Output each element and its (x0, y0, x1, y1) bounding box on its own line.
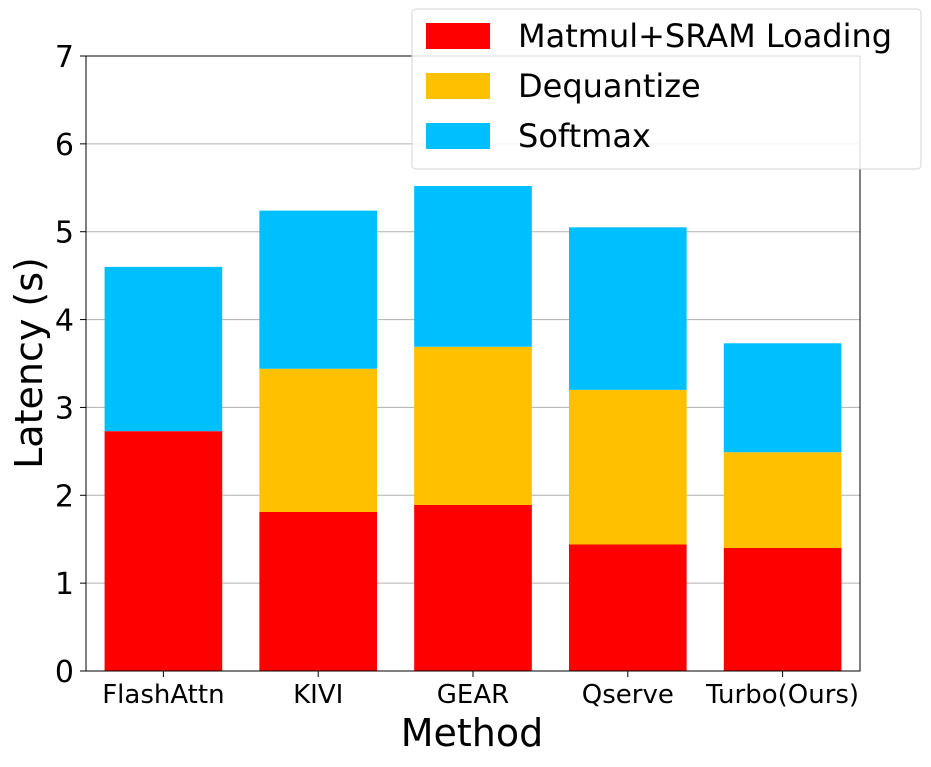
bar-softmax-gear (414, 186, 532, 347)
legend-label: Matmul+SRAM Loading (518, 17, 892, 55)
bar-dequantize-gear (414, 346, 532, 505)
x-tick-label: Qserve (582, 680, 674, 710)
bar-dequantize-kivi (259, 368, 378, 512)
legend-label: Dequantize (518, 67, 701, 105)
legend-swatch (426, 23, 490, 49)
y-tick-label: 6 (55, 128, 74, 163)
bar-dequantize-qserve (568, 389, 687, 545)
legend-swatch (426, 123, 490, 149)
bar-matmul-sram-loading-turbo-ours- (723, 548, 842, 671)
legend-swatch (426, 73, 490, 99)
bar-softmax-qserve (568, 227, 687, 390)
legend-label: Softmax (518, 117, 651, 155)
y-tick-label: 1 (55, 567, 74, 602)
bar-dequantize-turbo-ours- (723, 452, 842, 548)
legend: Matmul+SRAM Loading Dequantize Softmax (411, 8, 922, 170)
bar-softmax-flashattn (104, 266, 223, 432)
y-axis-title: Latency (s) (7, 257, 51, 469)
y-tick-label: 2 (55, 479, 74, 514)
bar-matmul-sram-loading-flashattn (104, 431, 223, 671)
bar-matmul-sram-loading-qserve (568, 544, 687, 671)
y-ticks: 0 1 2 3 4 5 6 7 (55, 40, 86, 690)
bar-matmul-sram-loading-gear (414, 504, 532, 671)
bar-softmax-turbo-ours- (723, 343, 842, 453)
y-tick-label: 7 (55, 40, 74, 75)
x-tick-label: KIVI (293, 680, 343, 710)
y-tick-label: 3 (55, 391, 74, 426)
bars (104, 186, 842, 671)
x-tick-label: GEAR (437, 680, 509, 710)
y-tick-label: 5 (55, 216, 74, 251)
y-tick-label: 0 (55, 655, 74, 690)
x-axis-title: Method (401, 711, 544, 755)
legend-box (411, 8, 922, 170)
x-ticks: FlashAttn KIVI GEAR Qserve Turbo(Ours) (102, 671, 859, 710)
y-tick-label: 4 (55, 304, 74, 339)
bar-matmul-sram-loading-kivi (259, 511, 378, 671)
bar-softmax-kivi (259, 210, 378, 369)
x-tick-label: FlashAttn (102, 680, 224, 710)
x-tick-label: Turbo(Ours) (705, 680, 859, 710)
